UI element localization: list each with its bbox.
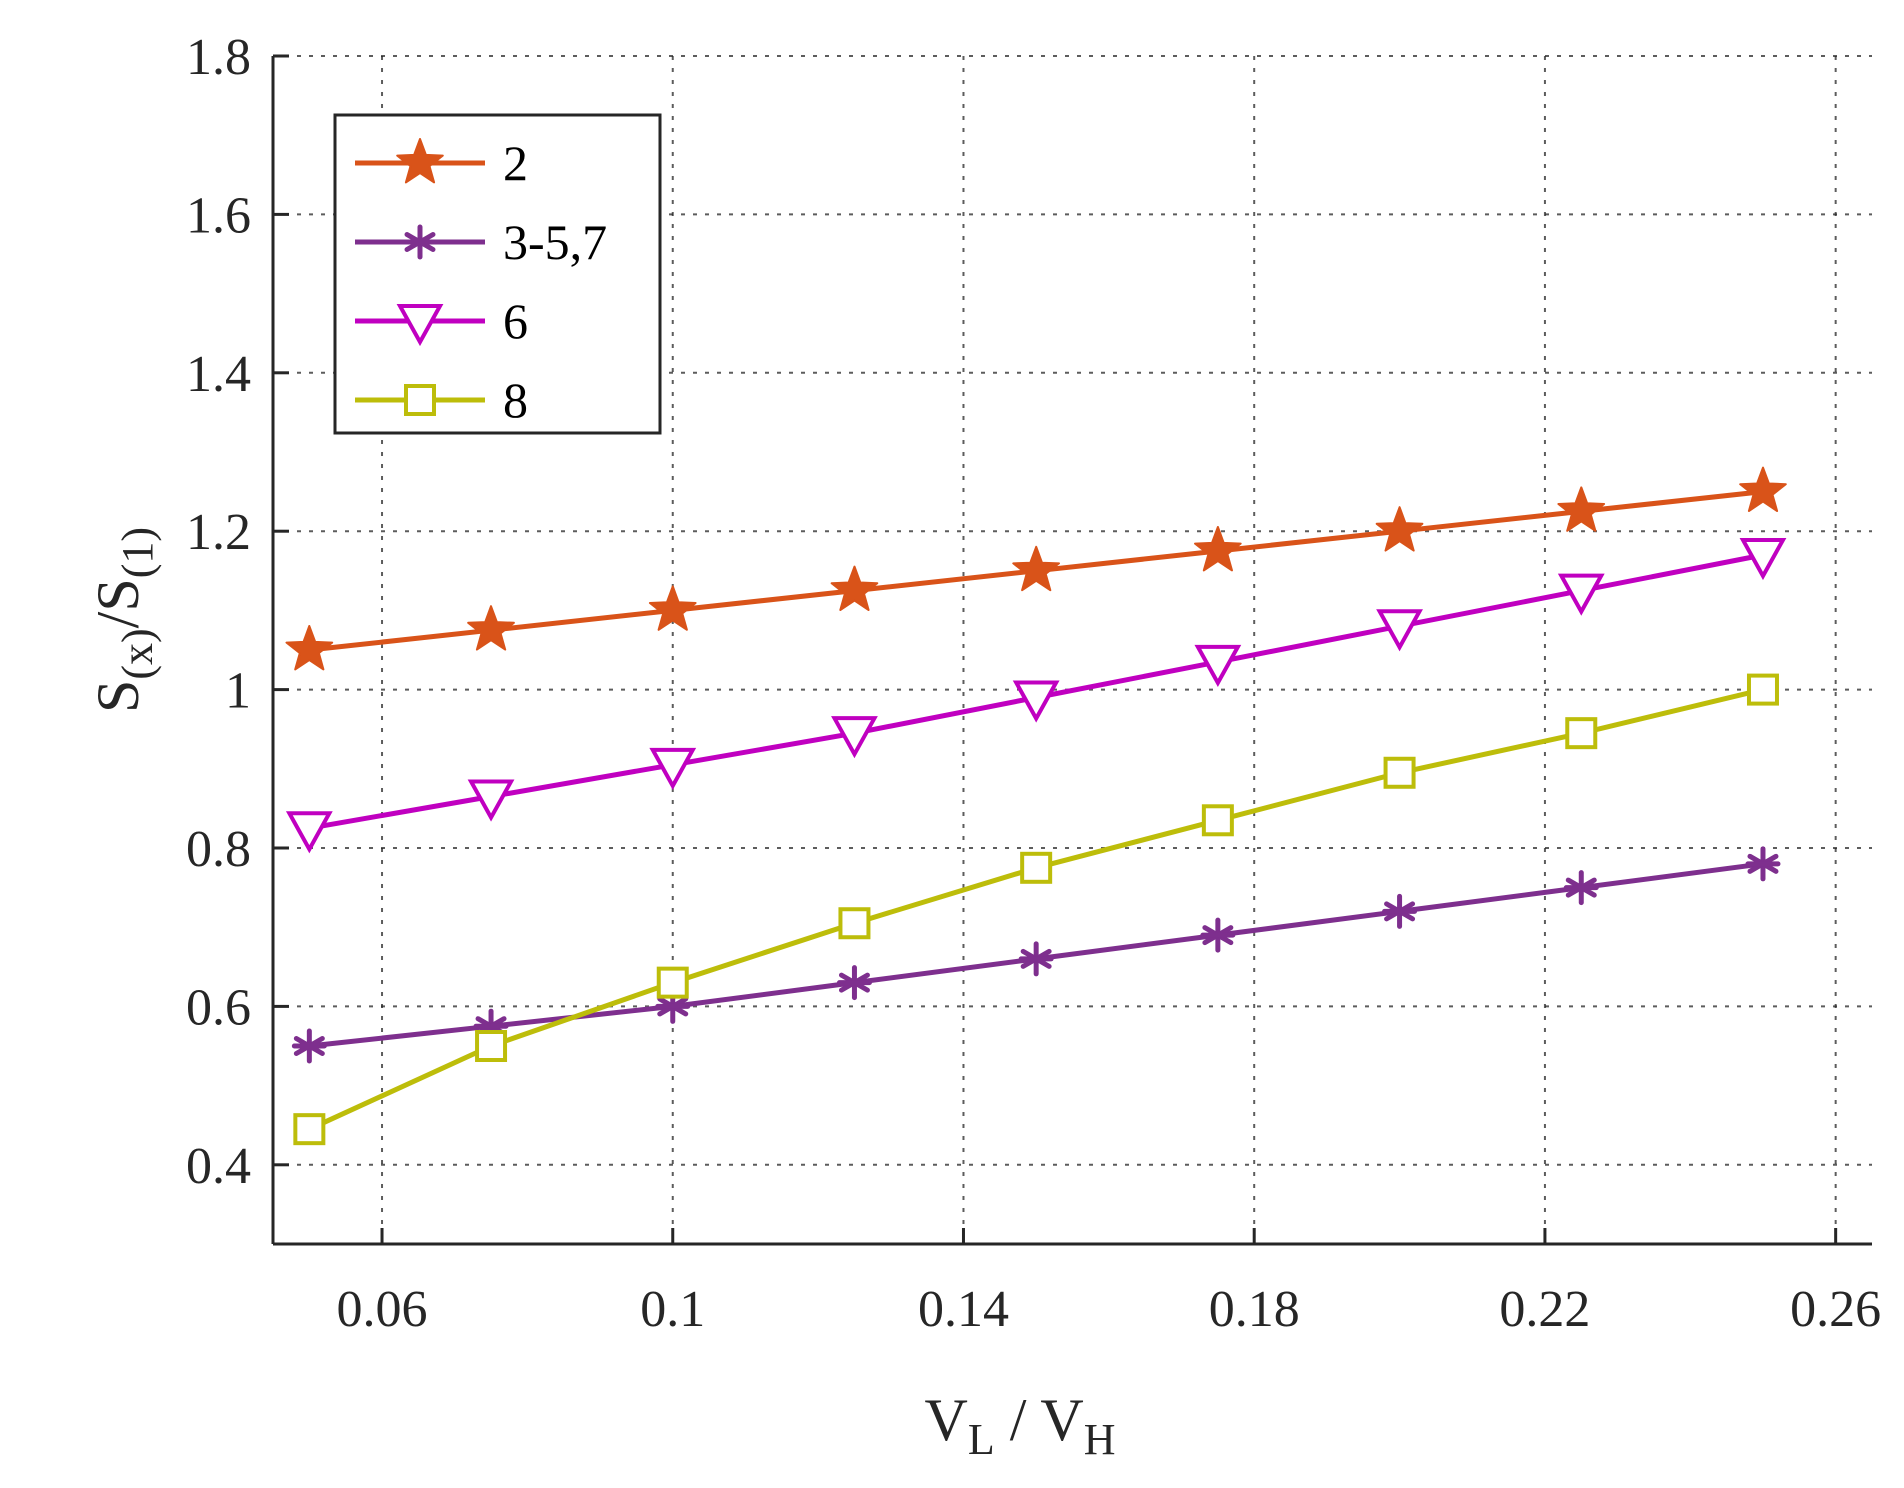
x-tick-label: 0.1: [640, 1281, 705, 1338]
x-tick-label: 0.06: [337, 1281, 428, 1338]
series-3-5,7: [291, 846, 1781, 1064]
triangle-down-marker: [649, 747, 697, 790]
triangle-down-marker: [396, 304, 444, 347]
series-6: [285, 537, 1787, 854]
star-marker: [1375, 506, 1424, 552]
legend-entry: 3-5,7: [355, 214, 607, 270]
asterisk-marker: [1745, 846, 1781, 882]
asterisk-marker: [1018, 941, 1054, 977]
series-8: [293, 673, 1779, 1146]
star-marker: [1739, 466, 1787, 512]
asterisk-marker: [402, 224, 438, 260]
x-axis-label: VL / VH: [925, 1387, 1116, 1464]
star-marker: [830, 565, 879, 611]
y-label-sep: /: [85, 611, 151, 628]
square-marker: [404, 384, 436, 416]
legend: 2 3-5,7 6 8: [333, 113, 662, 435]
y-label-sub-2: (1): [113, 527, 162, 578]
legend-label: 2: [503, 135, 528, 191]
x-label-sub-1: L: [968, 1415, 995, 1464]
y-tick-label: 1.8: [186, 29, 251, 86]
triangle-down-marker: [831, 716, 878, 759]
legend-entry: 8: [355, 372, 528, 428]
y-tick-label: 1.4: [186, 346, 251, 403]
axes: 0.06 0.1 0.14 0.18 0.22 0.26 0.4 0.6 0.8 1 1.2 1.4 1…: [186, 29, 1881, 1338]
square-marker: [1746, 673, 1779, 706]
legend-box: [333, 113, 662, 435]
asterisk-marker: [291, 1028, 327, 1064]
x-label-sep: / V: [995, 1387, 1084, 1453]
triangle-down-marker: [467, 779, 515, 822]
star-marker: [1557, 486, 1606, 532]
y-tick-label: 1.6: [186, 187, 251, 244]
star-marker: [1194, 526, 1242, 572]
asterisk-marker: [1563, 870, 1599, 906]
series-layer: [285, 466, 1787, 1146]
square-marker: [1201, 804, 1234, 837]
square-marker: [1020, 851, 1053, 884]
y-axis-label: S(x)/S(1): [85, 527, 162, 713]
y-tick-label: 0.8: [186, 821, 251, 878]
y-tick-label: 1: [225, 663, 251, 720]
legend-label: 8: [503, 372, 528, 428]
triangle-down-marker: [1194, 644, 1242, 687]
x-label-sub-2: H: [1084, 1415, 1116, 1464]
y-tick-label: 0.4: [186, 1138, 251, 1195]
legend-label: 3-5,7: [503, 214, 607, 270]
x-tick-label: 0.22: [1499, 1281, 1590, 1338]
x-tick-label: 0.14: [918, 1281, 1009, 1338]
legend-entry: 2: [355, 135, 528, 191]
square-marker: [1383, 756, 1416, 789]
triangle-down-marker: [1376, 609, 1423, 652]
y-label-main-1: S: [85, 680, 151, 713]
y-label-main-2: S: [85, 578, 151, 611]
y-tick-label: 0.6: [186, 979, 251, 1036]
x-tick-label: 0.18: [1209, 1281, 1300, 1338]
triangle-down-marker: [285, 811, 333, 854]
x-label-main: V: [925, 1387, 968, 1453]
star-marker: [285, 625, 334, 671]
triangle-down-marker: [1557, 573, 1605, 616]
legend-label: 6: [503, 293, 528, 349]
x-tick-label: 0.26: [1790, 1281, 1881, 1338]
y-label-sub-1: (x): [113, 628, 162, 679]
asterisk-marker: [1382, 893, 1418, 929]
triangle-down-marker: [1012, 680, 1060, 723]
asterisk-marker: [836, 965, 872, 1001]
star-marker: [1012, 545, 1060, 592]
star-marker: [467, 605, 515, 651]
y-tick-label: 1.2: [186, 504, 251, 561]
square-marker: [656, 966, 689, 999]
square-marker: [475, 1030, 508, 1062]
star-marker: [648, 585, 697, 631]
square-marker: [1565, 717, 1598, 750]
star-marker: [396, 138, 444, 184]
square-marker: [293, 1113, 326, 1146]
asterisk-marker: [1200, 917, 1236, 953]
legend-entry: 6: [355, 293, 528, 349]
triangle-down-marker: [1739, 537, 1787, 581]
square-marker: [838, 907, 871, 940]
series-2: [285, 466, 1787, 671]
